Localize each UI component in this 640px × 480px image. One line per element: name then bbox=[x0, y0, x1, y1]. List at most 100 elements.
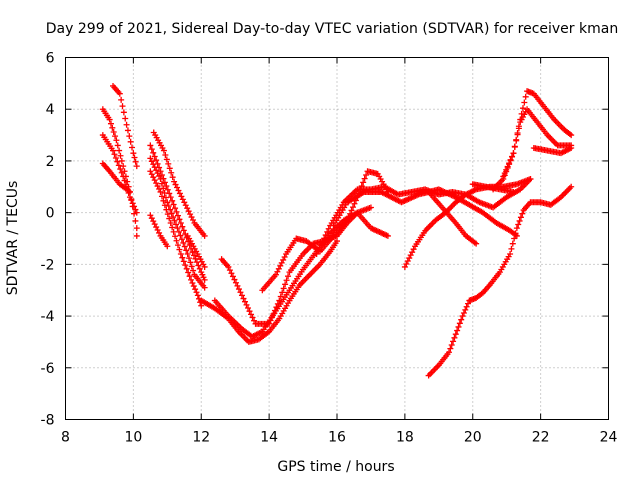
data-point bbox=[515, 221, 522, 228]
data-point bbox=[459, 313, 466, 320]
data-point bbox=[322, 232, 329, 239]
data-point bbox=[325, 225, 332, 232]
data-point bbox=[270, 310, 277, 317]
data-point bbox=[201, 263, 208, 270]
data-point bbox=[174, 225, 181, 232]
data-point bbox=[167, 219, 174, 226]
data-point bbox=[116, 147, 123, 154]
data-point bbox=[522, 93, 529, 100]
data-point bbox=[568, 145, 575, 151]
data-point bbox=[184, 251, 191, 258]
data-point bbox=[519, 210, 526, 217]
data-point bbox=[130, 150, 137, 157]
series-track-7 bbox=[147, 155, 208, 291]
data-point bbox=[179, 254, 186, 261]
data-point bbox=[114, 142, 121, 149]
data-point bbox=[279, 289, 286, 296]
data-point bbox=[163, 206, 170, 213]
data-point bbox=[316, 244, 323, 251]
data-point bbox=[160, 185, 167, 192]
data-point bbox=[195, 262, 202, 269]
data-point bbox=[194, 292, 201, 299]
data-point bbox=[161, 189, 168, 196]
data-point bbox=[153, 157, 160, 164]
data-point bbox=[170, 228, 177, 235]
data-point bbox=[455, 323, 462, 330]
data-point bbox=[150, 149, 157, 156]
data-point bbox=[345, 214, 352, 221]
data-point bbox=[234, 282, 241, 289]
y-tick-label: -4 bbox=[41, 309, 55, 325]
data-point bbox=[169, 224, 176, 231]
data-point bbox=[226, 267, 233, 274]
data-point bbox=[514, 131, 521, 138]
data-point bbox=[280, 285, 287, 292]
data-point bbox=[367, 204, 374, 211]
data-point bbox=[315, 247, 322, 254]
y-tick-label: 4 bbox=[46, 102, 55, 118]
data-point bbox=[458, 316, 465, 323]
data-point bbox=[190, 252, 197, 259]
data-point bbox=[267, 317, 274, 324]
data-point bbox=[157, 176, 164, 183]
data-point bbox=[147, 142, 154, 149]
data-point bbox=[248, 311, 255, 318]
x-tick-label: 20 bbox=[464, 430, 482, 446]
data-point bbox=[114, 158, 121, 165]
data-point bbox=[177, 232, 184, 239]
data-point bbox=[246, 308, 253, 315]
series-track-22 bbox=[530, 145, 575, 157]
data-point bbox=[119, 103, 126, 110]
data-points bbox=[99, 82, 575, 379]
x-tick-label: 18 bbox=[396, 430, 414, 446]
data-point bbox=[132, 158, 139, 165]
data-point bbox=[456, 320, 463, 327]
data-point bbox=[568, 183, 575, 190]
data-point bbox=[120, 173, 127, 180]
data-point bbox=[182, 262, 189, 269]
data-point bbox=[174, 242, 181, 249]
data-point bbox=[132, 217, 139, 224]
data-point bbox=[158, 171, 165, 178]
data-point bbox=[133, 163, 140, 170]
data-point bbox=[509, 153, 516, 160]
y-tick-label: -2 bbox=[41, 257, 55, 273]
data-point bbox=[126, 133, 133, 140]
data-point bbox=[361, 175, 368, 182]
data-point bbox=[168, 210, 175, 217]
data-point bbox=[274, 300, 281, 307]
data-point bbox=[229, 273, 236, 280]
data-point bbox=[283, 277, 290, 284]
series-track-14 bbox=[259, 168, 391, 294]
data-point bbox=[166, 165, 173, 172]
data-point bbox=[276, 297, 283, 304]
data-point bbox=[163, 156, 170, 163]
series-track-23 bbox=[469, 181, 517, 195]
data-point bbox=[181, 243, 188, 250]
data-point bbox=[384, 232, 391, 239]
data-point bbox=[515, 125, 522, 132]
data-point bbox=[111, 151, 118, 158]
data-point bbox=[464, 300, 471, 307]
data-point bbox=[118, 169, 125, 176]
y-tick-labels: -8 -6 -4 -2 0 2 4 6 bbox=[41, 51, 55, 429]
data-point bbox=[235, 286, 242, 293]
data-point bbox=[277, 293, 284, 300]
data-point bbox=[249, 314, 256, 321]
data-point bbox=[163, 183, 170, 190]
data-point bbox=[172, 205, 179, 212]
data-point bbox=[511, 235, 518, 242]
data-point bbox=[516, 217, 523, 224]
data-point bbox=[321, 235, 328, 242]
data-point bbox=[180, 239, 187, 246]
data-point bbox=[527, 176, 534, 183]
data-point bbox=[131, 203, 138, 210]
data-point bbox=[568, 132, 575, 139]
data-point bbox=[165, 202, 172, 209]
data-point bbox=[169, 197, 176, 204]
data-point bbox=[506, 160, 513, 167]
data-point bbox=[127, 138, 134, 145]
data-point bbox=[124, 178, 131, 185]
plot-frame bbox=[65, 57, 609, 420]
